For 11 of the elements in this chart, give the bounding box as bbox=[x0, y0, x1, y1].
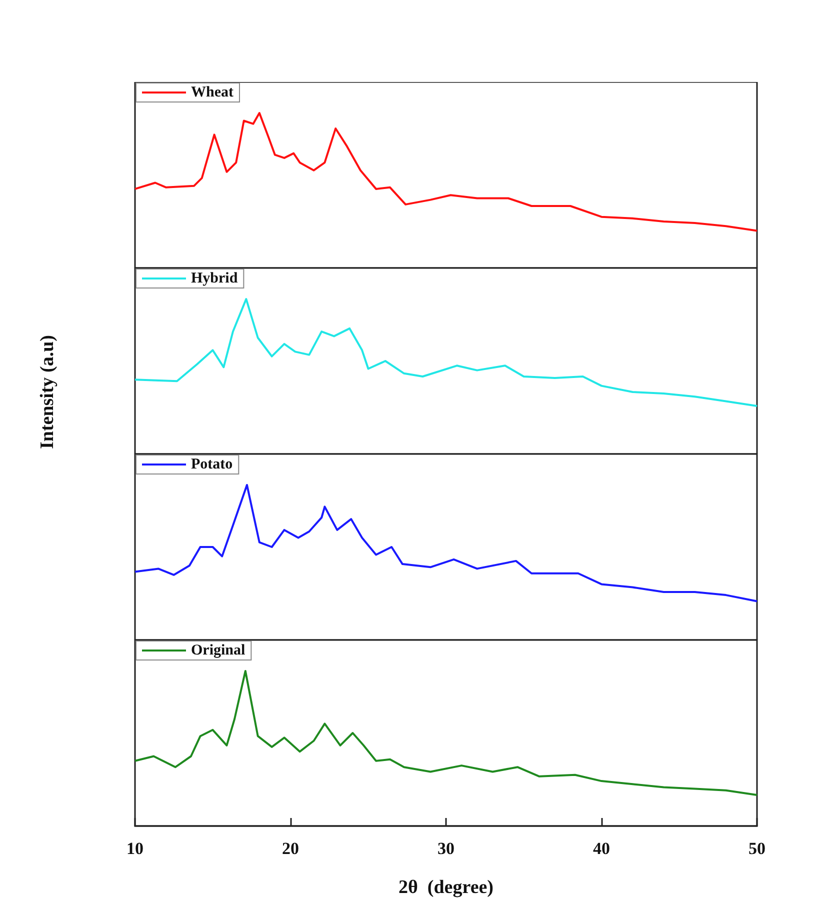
x-axis-title: 2θ (degree) bbox=[398, 877, 494, 898]
x-tick-label: 40 bbox=[593, 839, 610, 858]
legend-label: Wheat bbox=[191, 84, 234, 100]
legend-label: Potato bbox=[191, 456, 233, 472]
x-tick-label: 30 bbox=[438, 839, 454, 858]
y-axis-title: Intensity (a.u) bbox=[37, 334, 59, 450]
x-tick-label: 50 bbox=[748, 839, 766, 858]
x-tick-label: 10 bbox=[126, 839, 144, 858]
legend-label: Original bbox=[191, 642, 246, 658]
legend-label: Hybrid bbox=[191, 270, 238, 286]
x-tick-label: 20 bbox=[282, 839, 299, 858]
